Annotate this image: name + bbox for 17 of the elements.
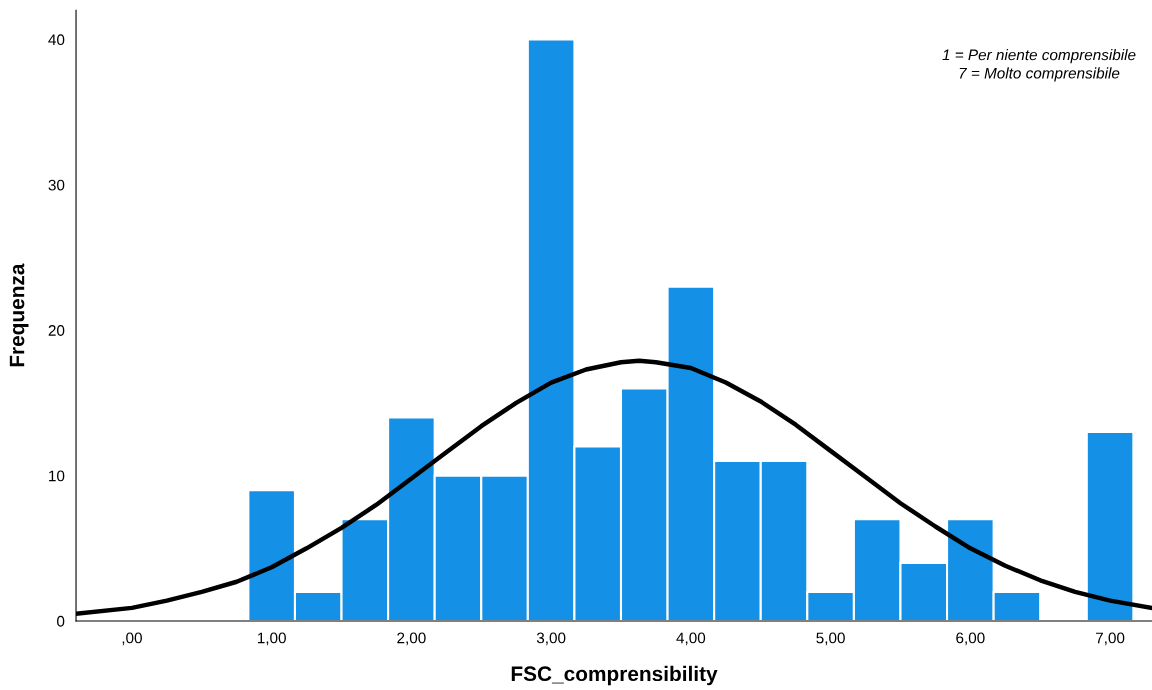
x-tick-label: 1,00 [257,632,286,646]
y-tick-label: 20 [48,325,65,336]
x-tick-label: 6,00 [956,632,985,646]
annotation: 7 = Molto comprensibile [959,67,1120,82]
y-axis-title: Frequenza [9,263,29,367]
annotation: 1 = Per niente comprensibile [942,49,1136,64]
y-tick-label: 0 [57,615,65,627]
x-axis-title: FSC_comprensibility [511,665,718,686]
x-tick-label: 2,00 [397,632,426,646]
y-tick-label: 40 [48,34,65,46]
x-tick-label: 4,00 [676,632,706,646]
x-tick-label: 7,00 [1096,632,1125,646]
x-tick-label: ,00 [122,632,142,646]
y-tick-label: 30 [48,179,65,191]
y-tick-label: 10 [49,470,65,482]
x-tick-label: 3,00 [536,632,566,646]
x-tick-label: 5,00 [816,632,845,646]
